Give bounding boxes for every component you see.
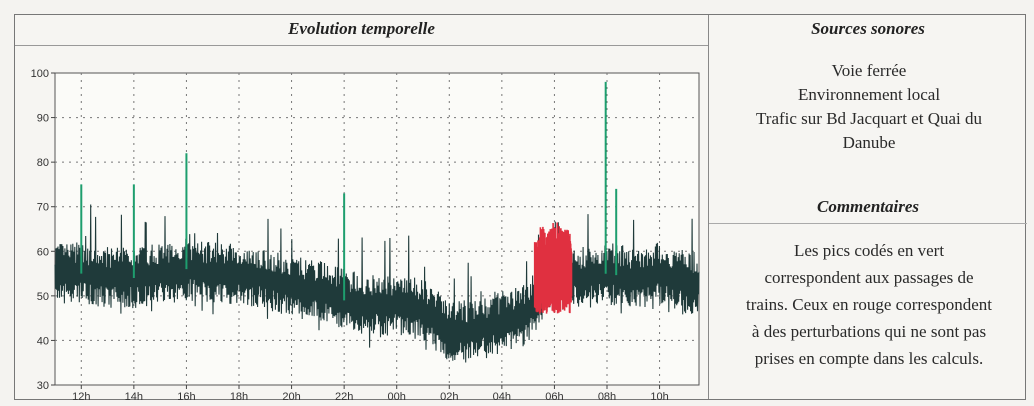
x-tick-label: 04h — [493, 391, 511, 401]
source-item: Danube — [842, 133, 896, 152]
comments-divider — [709, 223, 1027, 224]
measurement-sheet: Evolution temporelle 30 40 50 60 70 80 90 100 12… — [14, 14, 1027, 401]
comment-line: correspondent aux passages de — [764, 268, 974, 287]
x-tick-label: 00h — [388, 391, 406, 401]
y-tick-label: 90 — [37, 113, 49, 125]
sources-title: Sources sonores — [811, 19, 925, 38]
comment-line: trains. Ceux en rouge correspondent — [746, 295, 992, 314]
y-tick-label: 30 — [37, 380, 49, 392]
x-tick-label: 06h — [545, 391, 563, 401]
x-tick-label: 16h — [177, 391, 195, 401]
comments-title: Commentaires — [816, 197, 919, 216]
chart-panel: Evolution temporelle 30 40 50 60 70 80 90 100 12… — [15, 15, 709, 401]
y-tick-label: 60 — [37, 246, 49, 258]
y-tick-label: 50 — [37, 291, 49, 303]
y-tick-label: 100 — [31, 68, 49, 80]
comments-text: Les pics codés en vert correspondent aux… — [699, 237, 1034, 372]
x-tick-label: 10h — [650, 391, 668, 401]
comment-line: Les pics codés en vert — [793, 241, 945, 260]
series-baseline-trace — [54, 204, 700, 363]
plot-area — [54, 72, 700, 386]
x-tick-label: 02h — [440, 391, 458, 401]
info-panel: Sources sonores Voie ferrée Environnemen… — [709, 15, 1027, 399]
x-tick-label: 20h — [282, 391, 300, 401]
source-item: Environnement local — [797, 85, 941, 104]
x-tick-label: 12h — [72, 391, 90, 401]
sources-list: Voie ferrée Environnement local Trafic s… — [719, 59, 1019, 155]
comment-line: prises en compte dans les calculs. — [754, 349, 984, 368]
y-tick-label: 40 — [37, 335, 49, 347]
chart-title: Evolution temporelle — [288, 19, 435, 38]
chart-title-divider — [15, 45, 708, 46]
comment-line: à des perturbations qui ne sont pas — [751, 322, 987, 341]
noise-level-chart: 30 40 50 60 70 80 90 100 12h 14h 16h 18h 20h 22h 00h 02… — [31, 68, 700, 401]
y-tick-label: 70 — [37, 202, 49, 214]
x-tick-label: 14h — [125, 391, 143, 401]
x-tick-label: 18h — [230, 391, 248, 401]
x-tick-label: 08h — [598, 391, 616, 401]
y-tick-label: 80 — [37, 157, 49, 169]
source-item: Voie ferrée — [831, 61, 907, 80]
disturbance-band — [533, 222, 573, 314]
source-item: Trafic sur Bd Jacquart et Quai du — [756, 109, 982, 128]
x-tick-label: 22h — [335, 391, 353, 401]
